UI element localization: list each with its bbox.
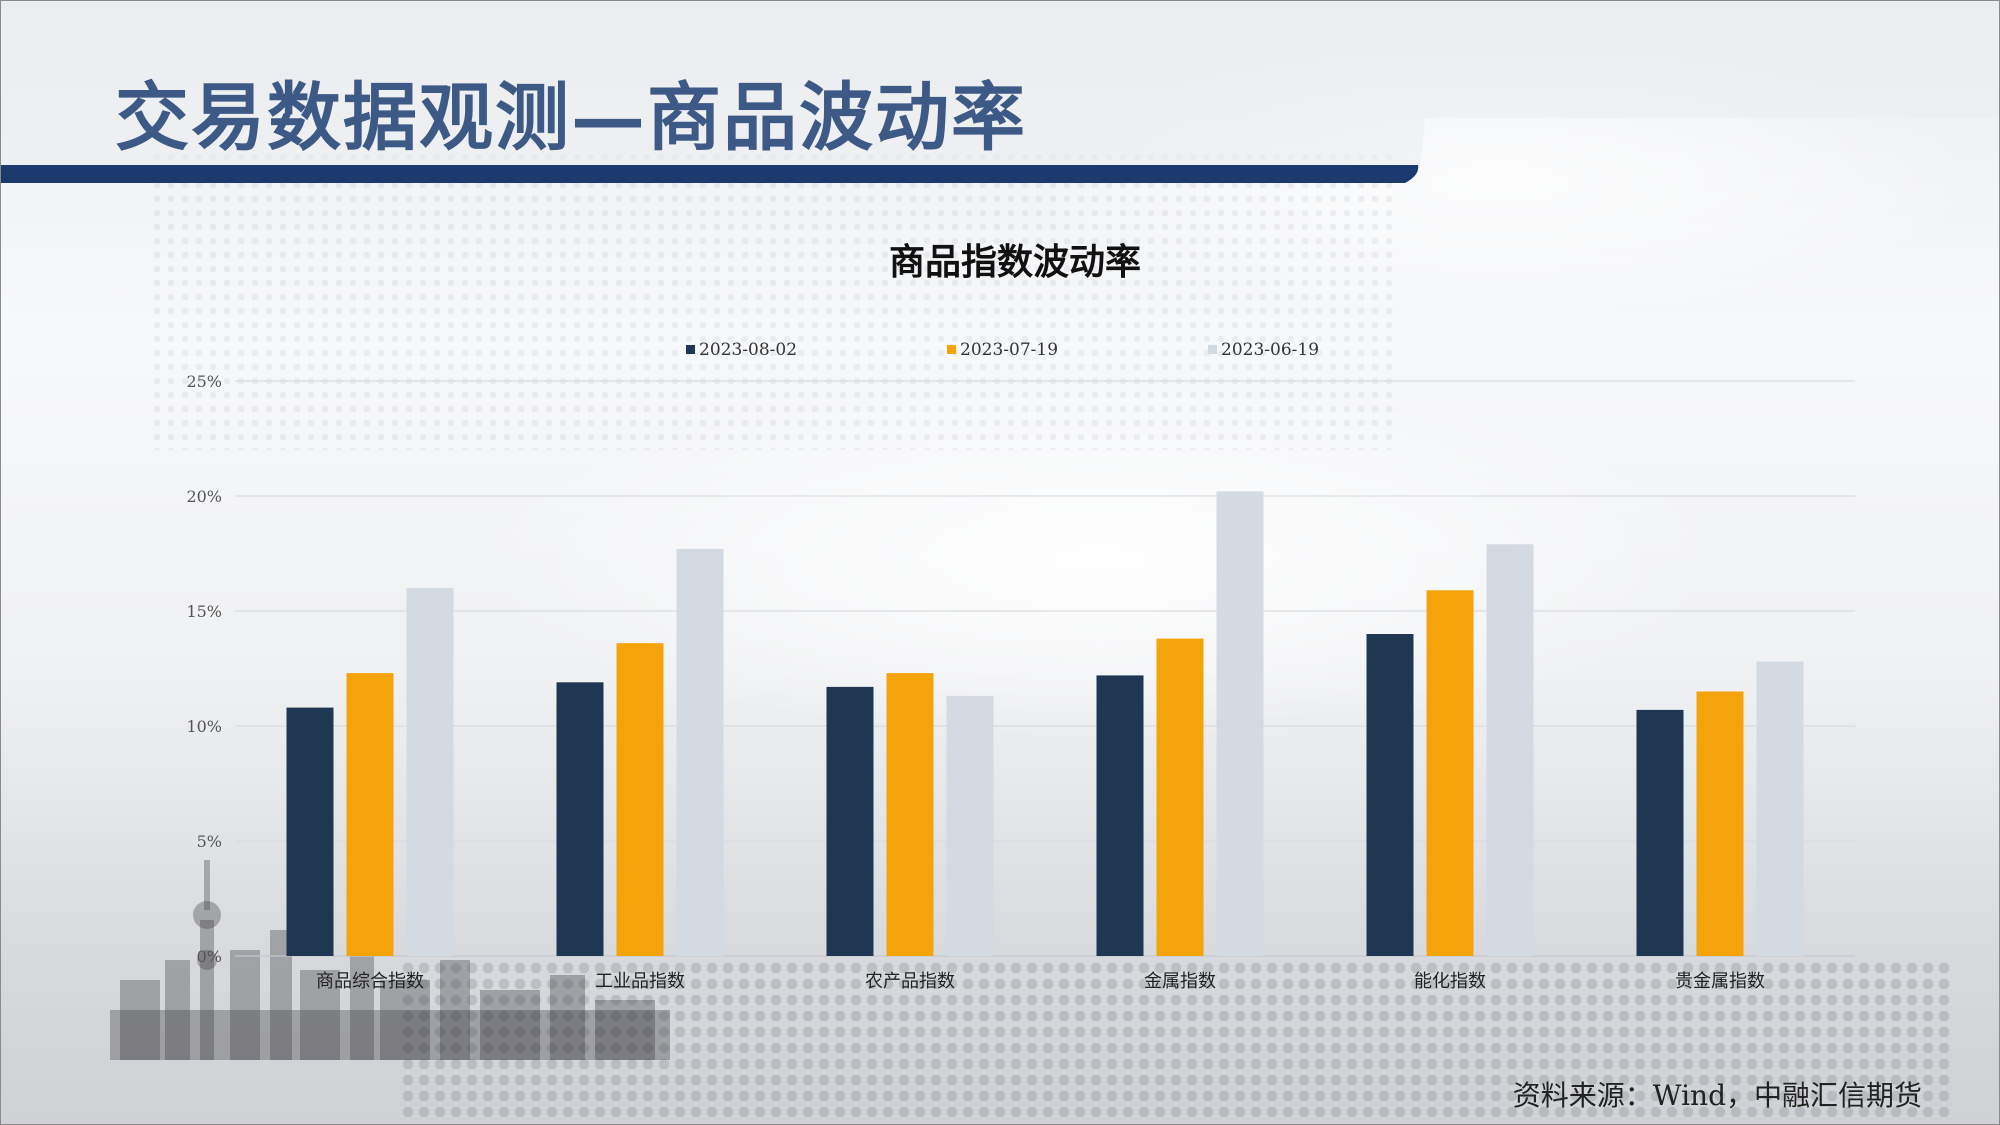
legend-swatch (1208, 345, 1217, 354)
y-tick-label: 20% (186, 487, 222, 506)
x-tick-label: 工业品指数 (595, 971, 685, 992)
bar (826, 686, 874, 956)
y-tick-label: 25% (186, 372, 222, 391)
bar (1426, 590, 1474, 956)
legend-label: 2023-07-19 (960, 340, 1058, 360)
bar (886, 673, 934, 956)
bar (1486, 544, 1534, 956)
bar (346, 673, 394, 956)
x-tick-label: 金属指数 (1144, 971, 1216, 992)
y-axis-ticks: 0% 5% 10% 15% 20% 25% (186, 372, 222, 966)
legend: 2023-08-02 2023-07-19 2023-06-19 (686, 340, 1319, 360)
bar (556, 682, 604, 956)
y-tick-label: 15% (186, 602, 222, 621)
bar (286, 707, 334, 956)
x-tick-label: 能化指数 (1414, 971, 1486, 992)
bar (1096, 675, 1144, 956)
bar (676, 548, 724, 956)
legend-swatch (686, 345, 695, 354)
chart-title: 商品指数波动率 (888, 242, 1141, 283)
legend-swatch (947, 345, 956, 354)
header-banner (0, 0, 2000, 183)
bar (1696, 691, 1744, 956)
x-tick-label: 贵金属指数 (1675, 971, 1765, 992)
legend-label: 2023-06-19 (1221, 340, 1319, 360)
x-tick-label: 商品综合指数 (316, 971, 424, 992)
x-tick-label: 农产品指数 (865, 971, 955, 992)
y-tick-label: 0% (197, 947, 222, 966)
bar (946, 696, 994, 956)
bars (286, 491, 1804, 956)
bar (1366, 634, 1414, 956)
source-note: 资料来源：Wind，中融汇信期货 (1512, 1079, 1922, 1112)
background-world-map-dots (150, 150, 1400, 450)
y-tick-label: 5% (197, 832, 222, 851)
page-title: 交易数据观测—商品波动率 (115, 75, 1027, 161)
bar (1636, 709, 1684, 956)
bar (1156, 638, 1204, 956)
gridlines (235, 380, 1855, 957)
background-globe-dots (400, 960, 1950, 1120)
legend-label: 2023-08-02 (699, 340, 797, 360)
x-axis-labels: 商品综合指数 工业品指数 农产品指数 金属指数 能化指数 贵金属指数 (316, 971, 1765, 992)
city-skyline-decoration (110, 860, 670, 1060)
y-tick-label: 10% (186, 717, 222, 736)
bar (1216, 491, 1264, 956)
bar (406, 588, 454, 956)
bar (616, 643, 664, 956)
bar (1756, 661, 1804, 956)
